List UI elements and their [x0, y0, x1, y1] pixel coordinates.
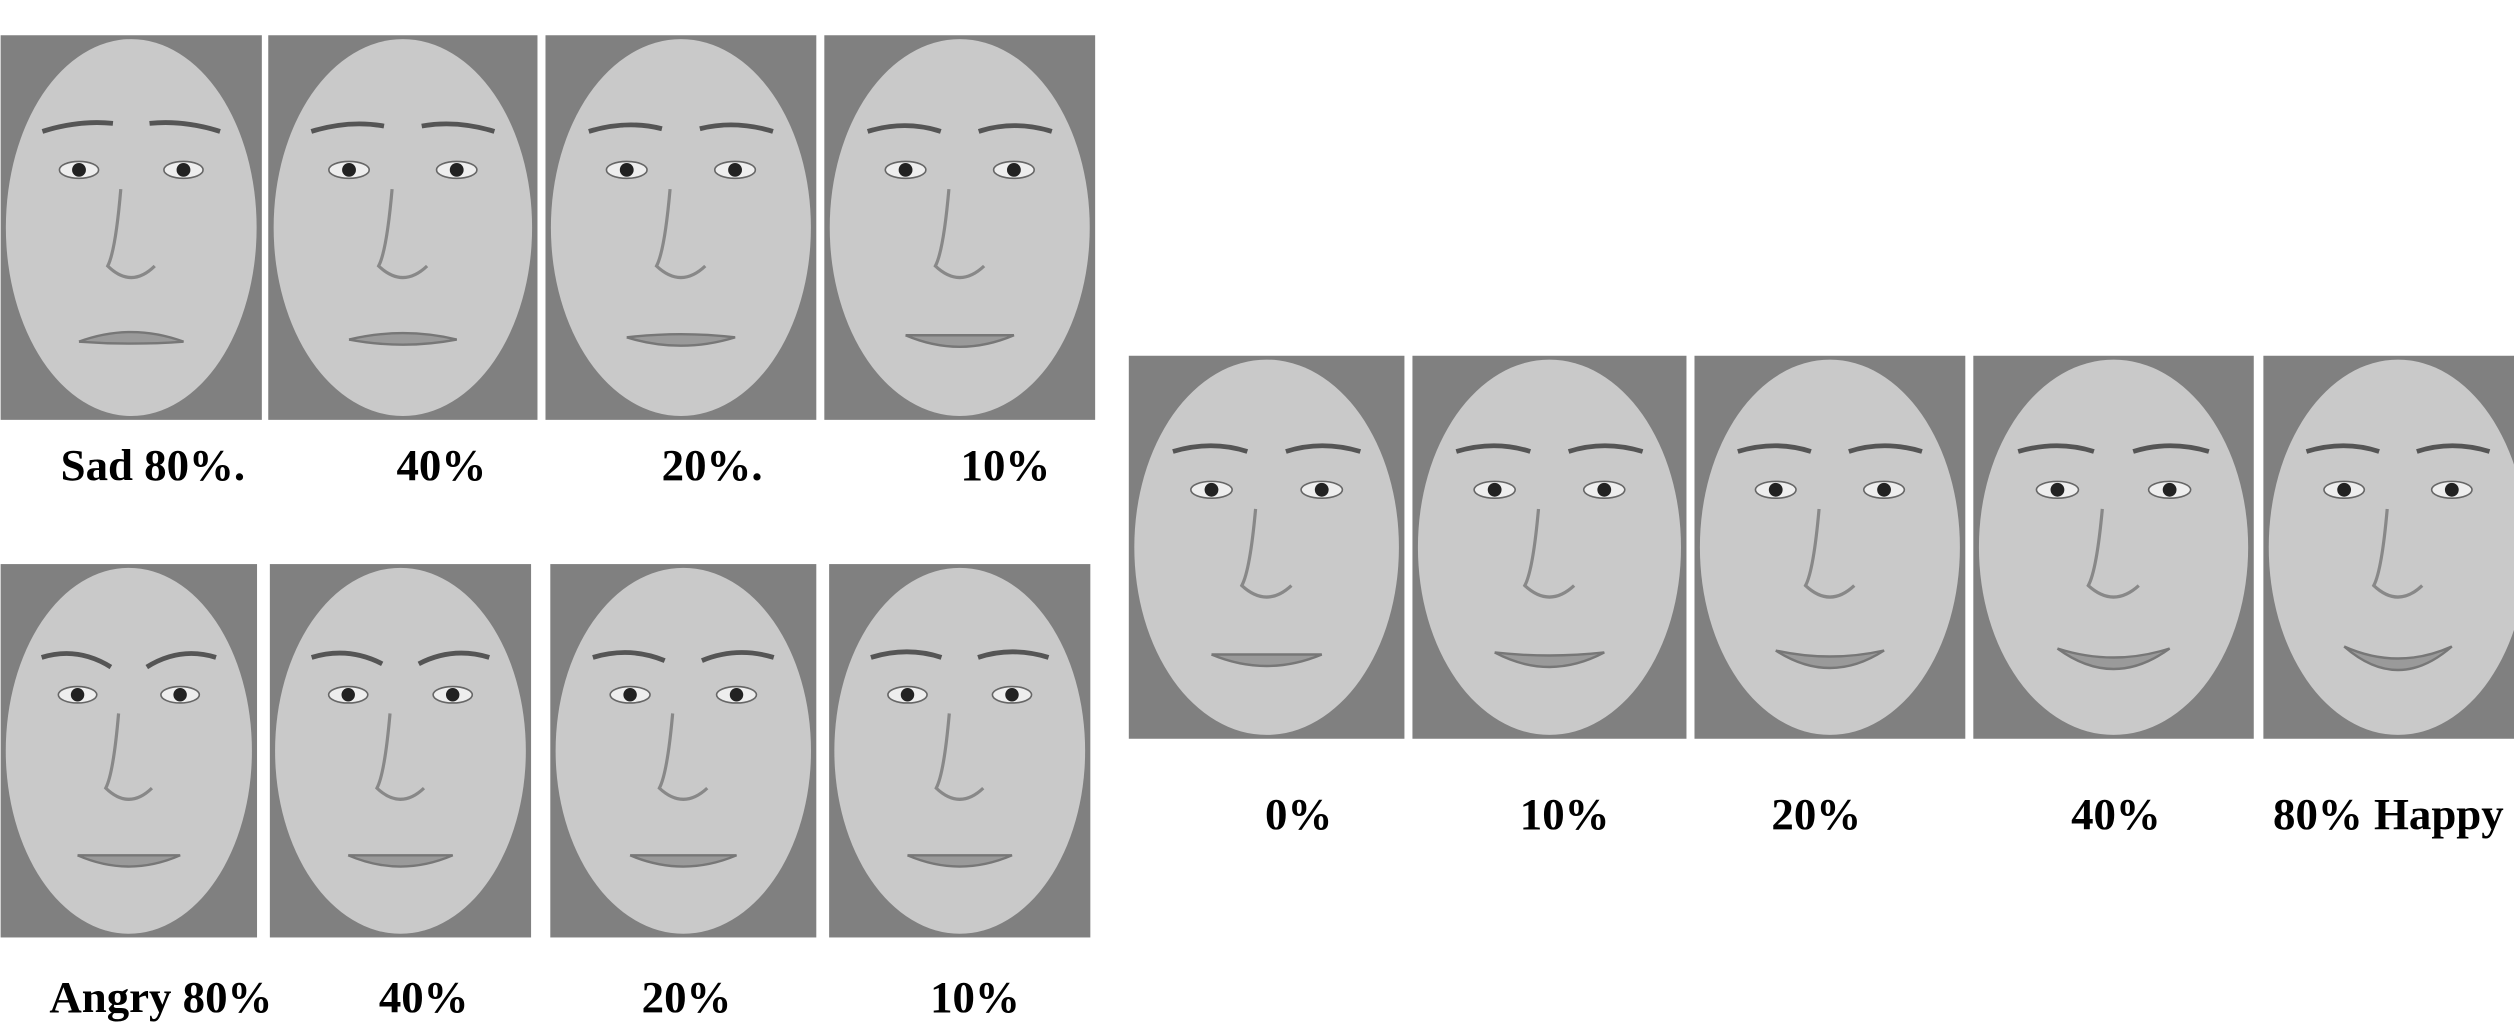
pupil [1205, 483, 1219, 497]
intensity-label: 40% [2071, 789, 2161, 839]
face-image [270, 564, 531, 937]
face-oval [551, 39, 811, 416]
intensity-label: 80% Happy [2273, 789, 2504, 839]
intensity-label: 0% [1265, 789, 1332, 839]
pupil [71, 688, 84, 701]
pupil [1769, 483, 1783, 497]
face-oval [830, 39, 1090, 416]
intensity-label: 20% [1771, 789, 1861, 839]
pupil [72, 163, 86, 177]
pupil [446, 688, 459, 701]
pupil [2337, 483, 2351, 497]
face-image [268, 35, 537, 420]
intensity-label: 20% [642, 972, 732, 1022]
pupil [623, 688, 636, 701]
pupil [2051, 483, 2065, 497]
pupil [173, 688, 186, 701]
face-image [1, 35, 262, 420]
pupil [2163, 483, 2177, 497]
pupil [1007, 163, 1021, 177]
pupil [1877, 483, 1891, 497]
intensity-label: Angry 80% [49, 972, 272, 1022]
face-oval [1418, 360, 1681, 735]
intensity-label: 20%. [662, 440, 763, 490]
pupil [901, 688, 914, 701]
pupil [728, 163, 742, 177]
pupil [1488, 483, 1502, 497]
pupil [177, 163, 191, 177]
face-image [1412, 356, 1686, 739]
pupil [1005, 688, 1018, 701]
intensity-label: 10% [961, 440, 1051, 490]
face-image [1694, 356, 1965, 739]
face-oval [6, 39, 257, 416]
face-oval [1700, 360, 1960, 735]
figure: Sad 80%. 40% 20%. 10% Angry 80% 40% 20% 10% 0% 10… [0, 0, 2514, 1024]
intensity-label: 10% [930, 972, 1020, 1022]
pupil [1315, 483, 1329, 497]
face-image [550, 564, 816, 937]
face-image [1, 564, 257, 937]
face-oval [556, 568, 811, 934]
face-oval [1134, 360, 1399, 735]
intensity-label: Sad 80%. [61, 440, 245, 490]
pupil [620, 163, 634, 177]
pupil [730, 688, 743, 701]
page: {"rows": [ {"labels": ["Sad 80%.", "40%"… [0, 0, 2514, 1024]
intensity-label: 40% [379, 972, 469, 1022]
face-image [829, 564, 1090, 937]
face-oval [6, 568, 252, 934]
pupil [2445, 483, 2459, 497]
intensity-label: 10% [1520, 789, 1610, 839]
face-image [1129, 356, 1405, 739]
pupil [342, 163, 356, 177]
intensity-label: 40% [396, 440, 486, 490]
face-image [1973, 356, 2253, 739]
pupil [1597, 483, 1611, 497]
pupil [450, 163, 464, 177]
face-image [2263, 356, 2514, 739]
pupil [899, 163, 913, 177]
face-oval [274, 39, 532, 416]
pupil [341, 688, 354, 701]
face-image [824, 35, 1095, 420]
face-oval [275, 568, 526, 934]
face-oval [834, 568, 1085, 934]
face-image [545, 35, 816, 420]
face-oval [1979, 360, 2248, 735]
